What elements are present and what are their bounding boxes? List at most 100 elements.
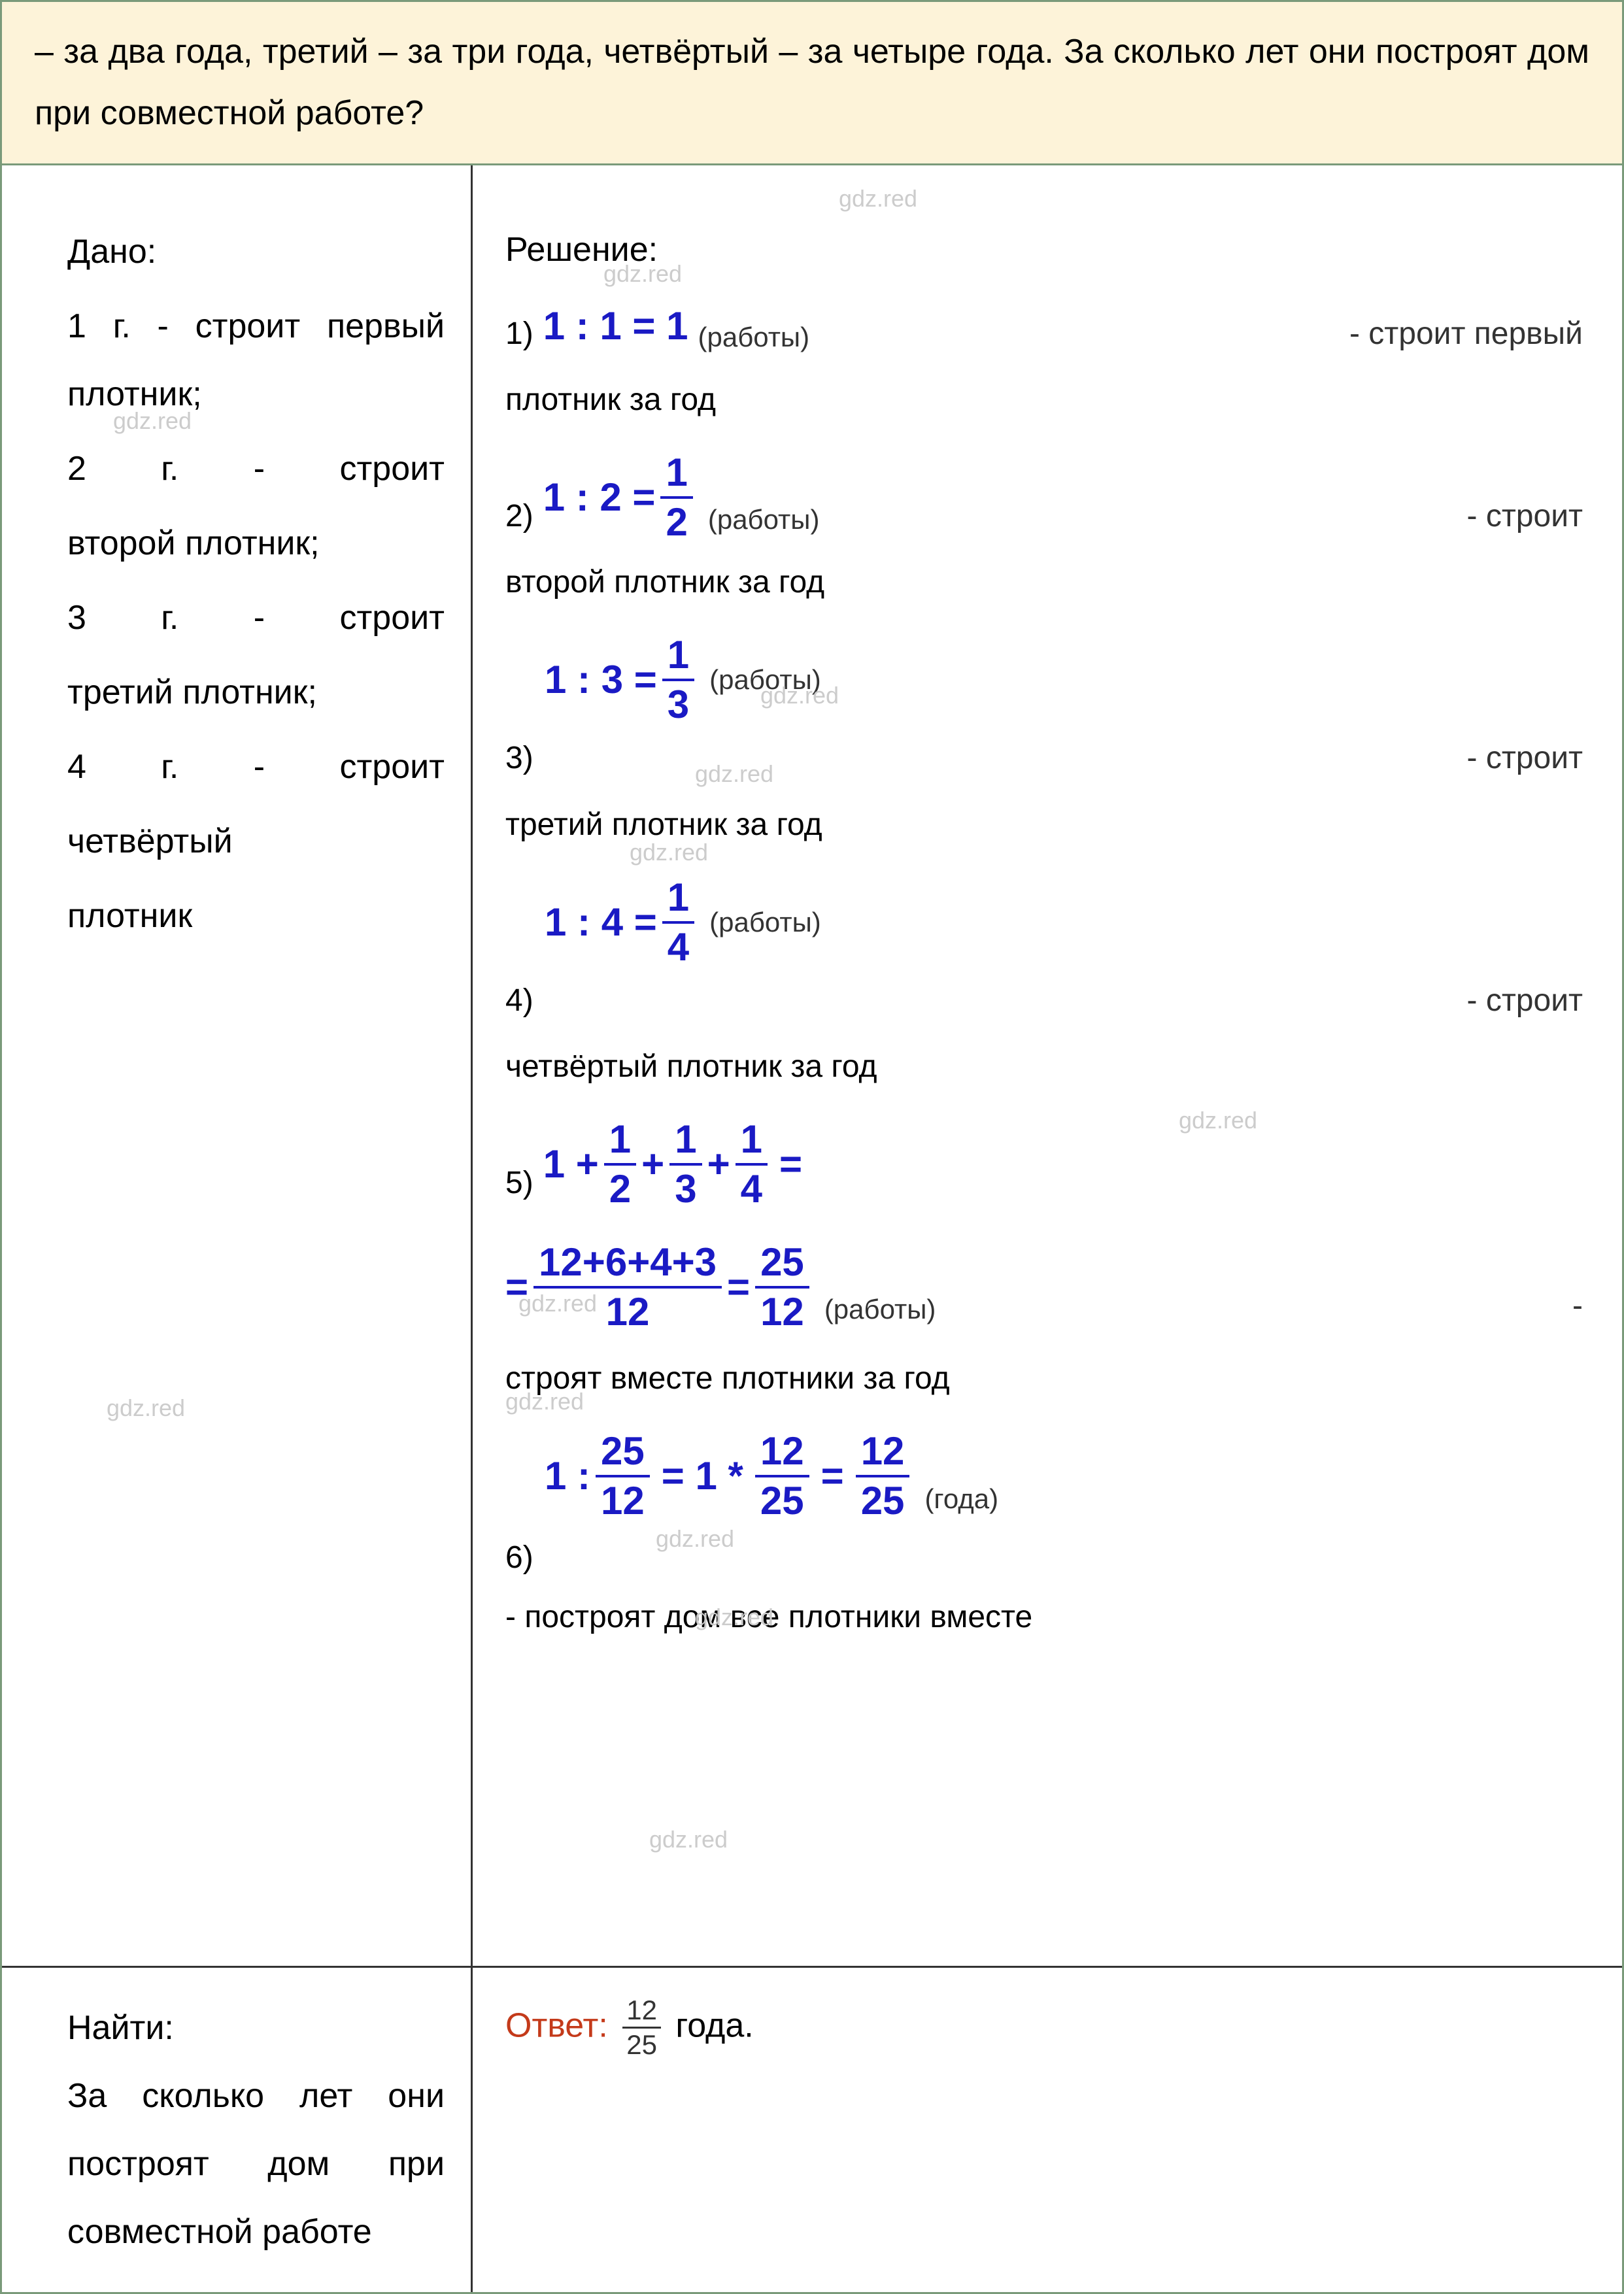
fn: 25 <box>755 1239 809 1289</box>
f4: 12+6+4+3 12 <box>533 1239 722 1336</box>
frac-num: 1 <box>662 632 694 681</box>
step2-explain1: - строит <box>1467 486 1583 546</box>
step5-unit: (работы) <box>824 1283 936 1336</box>
step1-row: 1) 1 : 1 = 1 (работы) - строит первый <box>505 289 1583 363</box>
frac-den: 2 <box>660 499 692 546</box>
frac-den: 25 <box>622 2029 661 2061</box>
step3-explain1: - строит <box>1467 728 1583 788</box>
step6-num: 6) <box>505 1528 1573 1587</box>
step1-explain1: - строит первый <box>1349 304 1583 363</box>
step4-num: 4) <box>505 971 533 1030</box>
step6-explain2: - построят дом все плотники вместе <box>505 1587 1583 1647</box>
step2-formula-left: 1 : 2 = <box>543 460 656 535</box>
step5-line2: = 12+6+4+3 12 = 25 12 (работы) - <box>505 1239 1583 1336</box>
fn: 12 <box>755 1428 809 1477</box>
problem-header: – за два года, третий – за три года, чет… <box>2 2 1622 165</box>
given-line3b: третий плотник; <box>67 658 445 726</box>
find-column: Найти: За сколько лет они построят дом п… <box>2 1968 473 2292</box>
step4-row: 1 : 4 = 1 4 (работы) <box>505 874 1583 971</box>
f2b: = <box>727 1250 750 1324</box>
answer-fraction: 12 25 <box>622 1994 661 2062</box>
given-line3a: 3 г. - строит <box>67 584 445 652</box>
fd: 12 <box>755 1289 809 1336</box>
answer-label: Ответ: <box>505 2007 608 2045</box>
f8: 12 25 <box>856 1428 910 1525</box>
step6-line1: 1 : 25 12 = 1 * 12 25 = 12 25 <box>505 1428 1583 1525</box>
step3-formula-left: 1 : 3 = <box>545 643 657 717</box>
problem-text: – за два года, третий – за три года, чет… <box>35 33 1589 132</box>
step2-fraction: 1 2 <box>660 449 692 546</box>
step2-formula: 1 : 2 = 1 2 <box>543 449 698 546</box>
frac-num: 1 <box>660 449 692 499</box>
frac-num: 1 <box>662 874 694 924</box>
frac-num: 12 <box>622 1994 661 2029</box>
given-line2b: второй плотник; <box>67 509 445 577</box>
f7: 12 25 <box>755 1428 809 1525</box>
step4-explain1: - строит <box>1467 971 1583 1030</box>
given-line2a: 2 г. - строит <box>67 435 445 503</box>
step2-unit: (работы) <box>708 494 820 546</box>
frac-den: 4 <box>662 924 694 971</box>
step3-unit: (работы) <box>709 654 821 706</box>
step6-unit: (года) <box>924 1473 998 1525</box>
fd: 25 <box>856 1477 910 1525</box>
step5-explain2: строят вместе плотники за год <box>505 1349 1583 1408</box>
solution-title: Решение: <box>505 218 1583 282</box>
fn: 1 <box>736 1116 768 1166</box>
fd: 12 <box>596 1477 650 1525</box>
find-text: За сколько лет они построят дом при совм… <box>67 2062 445 2266</box>
f1: 1 2 <box>604 1116 636 1213</box>
step3-row: 1 : 3 = 1 3 (работы) <box>505 632 1583 728</box>
solution-column: Решение: 1) 1 : 1 = 1 (работы) - строит … <box>473 165 1622 1966</box>
f6a: 1 : <box>545 1439 590 1513</box>
main-content: gdz.red gdz.red gdz.red gdz.red gdz.red … <box>2 165 1622 1966</box>
step4-unit: (работы) <box>709 896 821 949</box>
step4-row2: 4) - строит <box>505 971 1583 1030</box>
step5-explain1: - <box>1572 1276 1583 1336</box>
fd: 12 <box>601 1289 655 1336</box>
given-column: Дано: 1 г. - строит первый плотник; 2 г.… <box>2 165 473 1966</box>
step1-num: 1) <box>505 304 533 363</box>
f6: 25 12 <box>596 1428 650 1525</box>
step2-explain2: второй плотник за год <box>505 552 1583 612</box>
find-title: Найти: <box>67 1994 445 2062</box>
bottom-section: Найти: За сколько лет они построят дом п… <box>2 1966 1622 2292</box>
step5-line1: 5) 1 + 1 2 + 1 3 + 1 4 <box>505 1116 1583 1213</box>
fn: 25 <box>596 1428 650 1477</box>
fd: 2 <box>604 1166 636 1213</box>
f1b: + <box>641 1127 664 1202</box>
fn: 12 <box>856 1428 910 1477</box>
step5-formula1: 1 + 1 2 + 1 3 + 1 4 = <box>543 1116 802 1213</box>
f3: 1 4 <box>736 1116 768 1213</box>
fn: 12+6+4+3 <box>533 1239 722 1289</box>
step2-num: 2) <box>505 486 533 546</box>
f2: 1 3 <box>669 1116 702 1213</box>
step5-num: 5) <box>505 1153 533 1213</box>
step1-explain2: плотник за год <box>505 370 1583 430</box>
step3-fraction: 1 3 <box>662 632 694 728</box>
answer-text: года. <box>675 2007 753 2045</box>
document-container: – за два года, третий – за три года, чет… <box>0 0 1624 2294</box>
fd: 4 <box>736 1166 768 1213</box>
fn: 1 <box>669 1116 702 1166</box>
f6c: = <box>821 1439 844 1513</box>
given-line4c: плотник <box>67 882 445 950</box>
step1-unit: (работы) <box>698 311 810 363</box>
f6b: = 1 * <box>662 1439 743 1513</box>
fd: 3 <box>669 1166 702 1213</box>
given-line1: 1 г. - строит первый плотник; <box>67 292 445 428</box>
answer-column: Ответ: 12 25 года. <box>473 1968 1622 2292</box>
step3-formula: 1 : 3 = 1 3 <box>545 632 700 728</box>
step1-formula: 1 : 1 = 1 <box>543 289 688 363</box>
step6-formula: 1 : 25 12 = 1 * 12 25 = 12 25 <box>545 1428 915 1525</box>
frac-den: 3 <box>662 681 694 728</box>
step4-fraction: 1 4 <box>662 874 694 971</box>
step3-row2: 3) - строит <box>505 728 1583 788</box>
step4-explain2: четвёртый плотник за год <box>505 1037 1583 1096</box>
f5: 25 12 <box>755 1239 809 1336</box>
given-line4a: 4 г. - строит <box>67 733 445 801</box>
f1d: = <box>779 1127 802 1202</box>
step5-formula2: = 12+6+4+3 12 = 25 12 <box>505 1239 815 1336</box>
f2a: = <box>505 1250 528 1324</box>
step3-explain2: третий плотник за год <box>505 795 1583 854</box>
